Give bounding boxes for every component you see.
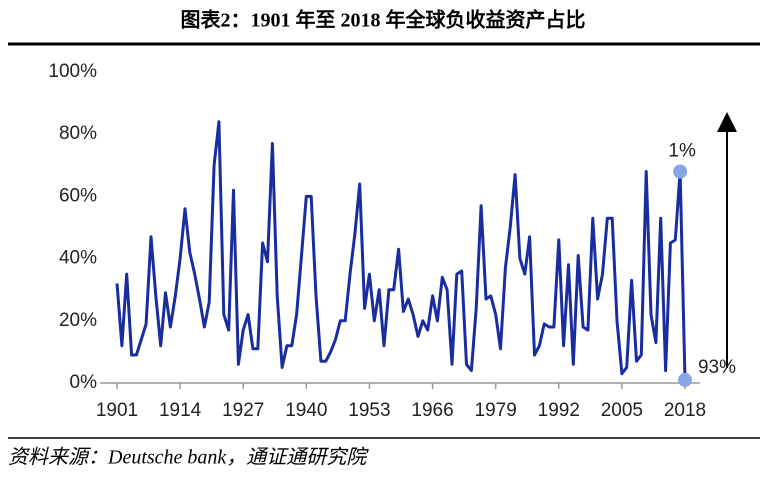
chart-title: 图表2：1901 年至 2018 年全球负收益资产占比 — [181, 8, 586, 32]
y-tick-label: 60% — [59, 185, 97, 206]
x-tick-label: 1992 — [538, 400, 580, 421]
y-tick-label: 40% — [59, 248, 97, 269]
x-tick-label: 1953 — [348, 400, 390, 421]
marker — [673, 164, 688, 179]
x-tick-label: 1966 — [411, 400, 453, 421]
x-tick-label: 1901 — [96, 400, 138, 421]
y-tick-label: 80% — [59, 123, 97, 144]
x-tick-label: 1979 — [475, 400, 517, 421]
y-tick-label: 20% — [59, 310, 97, 331]
x-tick-label: 2018 — [664, 400, 706, 421]
data-label: 93% — [698, 357, 736, 378]
data-label: 1% — [668, 141, 696, 162]
source: 资料来源：Deutsche bank，通证通研究院 — [8, 447, 369, 469]
x-tick-label: 1927 — [222, 400, 264, 421]
x-tick-label: 1940 — [285, 400, 327, 421]
y-tick-label: 0% — [70, 372, 98, 393]
y-tick-label: 100% — [48, 61, 97, 82]
x-tick-label: 2005 — [601, 400, 643, 421]
x-tick-label: 1914 — [159, 400, 202, 421]
line — [115, 120, 687, 380]
marker — [678, 372, 692, 387]
